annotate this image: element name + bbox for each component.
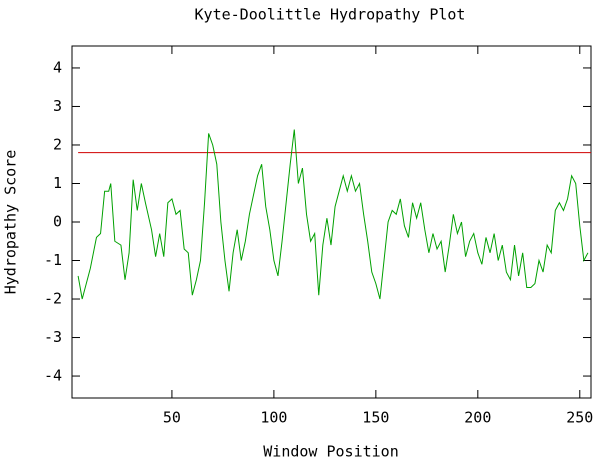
x-tick-label: 200: [464, 409, 491, 427]
y-tick-label: 2: [53, 135, 62, 153]
y-tick-label: 1: [53, 174, 62, 192]
y-tick-label: -1: [44, 251, 62, 269]
y-tick-label: 4: [53, 58, 62, 76]
y-tick-label: -4: [44, 367, 62, 385]
y-axis-label: Hydropathy Score: [2, 150, 20, 295]
y-tick-label: 0: [53, 213, 62, 231]
data-line: [77, 129, 589, 300]
chart-title: Kyte-Doolittle Hydropathy Plot: [195, 6, 466, 24]
x-tick-label: 50: [163, 409, 181, 427]
y-tick-label: -2: [44, 290, 62, 308]
x-tick-label: 150: [362, 409, 389, 427]
x-axis-label: Window Position: [263, 443, 398, 461]
y-tick-label: -3: [44, 328, 62, 346]
y-tick-label: 3: [53, 97, 62, 115]
x-tick-label: 250: [566, 409, 593, 427]
x-tick-label: 100: [260, 409, 287, 427]
